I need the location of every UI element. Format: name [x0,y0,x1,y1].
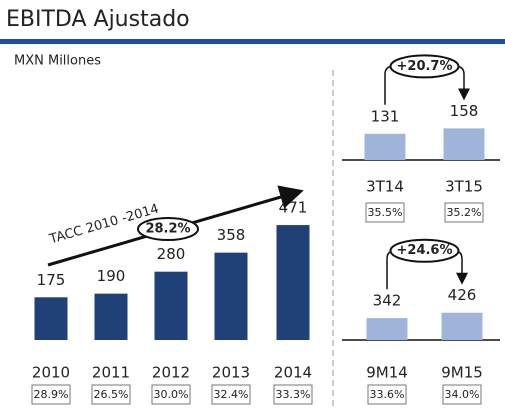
bar [366,318,408,340]
margin-label: 26.5% [94,388,129,401]
x-tick-label: 3T14 [366,178,404,196]
margin-box [211,384,251,405]
annotation-label: +20.7% [397,59,453,74]
margin-label: 35.2% [447,206,482,219]
x-tick-label: 9M15 [441,364,483,382]
value-label: 131 [371,107,400,125]
bar [94,293,128,340]
subtitle: MXN Millones [14,54,101,69]
margin-box [444,202,484,223]
bar [34,297,68,340]
margin-label: 33.3% [276,388,311,401]
margin-label: 35.5% [368,206,403,219]
margin-label: 30.0% [154,388,189,401]
value-label: 358 [217,226,246,244]
margin-box [365,202,405,223]
value-label: 190 [97,267,126,285]
bar [154,271,188,340]
x-tick-label: 9M14 [366,364,408,382]
x-tick-label: 2012 [152,364,190,382]
value-label: 471 [279,199,308,217]
x-tick-label: 3T15 [445,178,483,196]
bar [214,252,248,340]
annotation-label: 28.2% [145,222,190,237]
value-label: 280 [157,245,186,263]
margin-label: 28.9% [34,388,69,401]
margin-box [273,384,313,405]
margin-box [91,384,131,405]
annotation-label: +24.6% [397,243,453,258]
bar [276,225,310,340]
margin-box [442,384,482,405]
value-label: 342 [373,292,402,310]
value-label: 426 [448,286,477,304]
margin-label: 32.4% [214,388,249,401]
margin-box [31,384,71,405]
x-tick-label: 2010 [32,364,70,382]
value-label: 175 [37,271,66,289]
margin-box [367,384,407,405]
x-tick-label: 2011 [92,364,130,382]
x-tick-label: 2014 [274,364,312,382]
annotation-ellipse [137,217,199,241]
title: EBITDA Ajustado [6,7,190,32]
bar [441,312,483,340]
bar [443,128,485,160]
header-rule [0,39,505,44]
annotation-ellipse [389,54,460,79]
annotation-ellipse [389,238,460,263]
value-label: 158 [450,102,479,120]
margin-label: 33.6% [370,388,405,401]
margin-label: 34.0% [445,388,480,401]
margin-box [151,384,191,405]
x-tick-label: 2013 [212,364,250,382]
bar [364,133,406,160]
